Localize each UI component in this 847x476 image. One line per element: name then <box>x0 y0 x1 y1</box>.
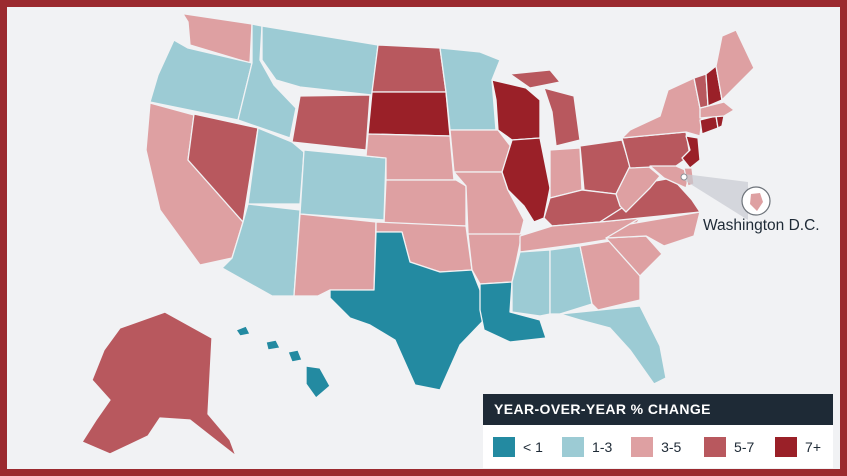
legend-items: < 1 1-3 3-5 5-7 7+ <box>483 425 833 468</box>
legend-swatch <box>562 436 585 457</box>
legend-label: 1-3 <box>592 438 613 455</box>
state-mississippi <box>511 249 551 317</box>
dc-location-marker <box>680 173 688 181</box>
legend-label: < 1 <box>523 438 543 455</box>
legend-item: 3-5 <box>631 436 692 457</box>
state-north-carolina <box>605 211 701 247</box>
legend-swatch <box>704 436 727 457</box>
state-wisconsin <box>491 79 541 141</box>
state-north-dakota <box>371 44 447 93</box>
legend-item: 1-3 <box>562 436 619 457</box>
callout-connector <box>684 174 748 220</box>
state-connecticut <box>699 115 719 135</box>
dc-label: Washington D.C. <box>703 217 820 234</box>
state-florida <box>559 305 667 385</box>
legend: YEAR-OVER-YEAR % CHANGE < 1 1-3 3-5 5-7 … <box>483 394 833 468</box>
state-kansas <box>383 179 467 227</box>
state-alabama <box>549 245 593 315</box>
state-michigan <box>509 69 581 147</box>
state-maine <box>715 29 755 101</box>
state-rhode-island <box>715 115 725 129</box>
state-idaho <box>237 23 297 139</box>
state-colorado <box>299 149 387 221</box>
state-montana <box>261 25 379 96</box>
state-new-mexico <box>293 213 377 297</box>
state-texas <box>329 231 485 391</box>
state-indiana <box>549 147 583 199</box>
legend-title: YEAR-OVER-YEAR % CHANGE <box>483 394 833 425</box>
legend-swatch <box>775 436 798 457</box>
state-new-york <box>621 77 703 139</box>
legend-label: 3-5 <box>661 438 682 455</box>
legend-swatch <box>493 436 515 457</box>
state-minnesota <box>439 47 501 131</box>
dc-inset-shape <box>750 193 763 211</box>
state-iowa <box>449 129 513 173</box>
state-hawaii <box>235 325 331 399</box>
state-louisiana <box>479 281 547 343</box>
legend-item: 5-7 <box>704 436 763 457</box>
state-alaska <box>81 311 237 457</box>
legend-swatch <box>631 436 654 457</box>
legend-label: 5-7 <box>734 438 755 455</box>
dc-callout <box>680 173 771 220</box>
legend-item: 7+ <box>775 436 821 457</box>
state-wyoming <box>291 94 371 151</box>
legend-label: 7+ <box>805 438 821 455</box>
state-illinois <box>501 137 551 223</box>
state-south-dakota <box>367 91 451 137</box>
legend-item: < 1 <box>493 436 550 457</box>
